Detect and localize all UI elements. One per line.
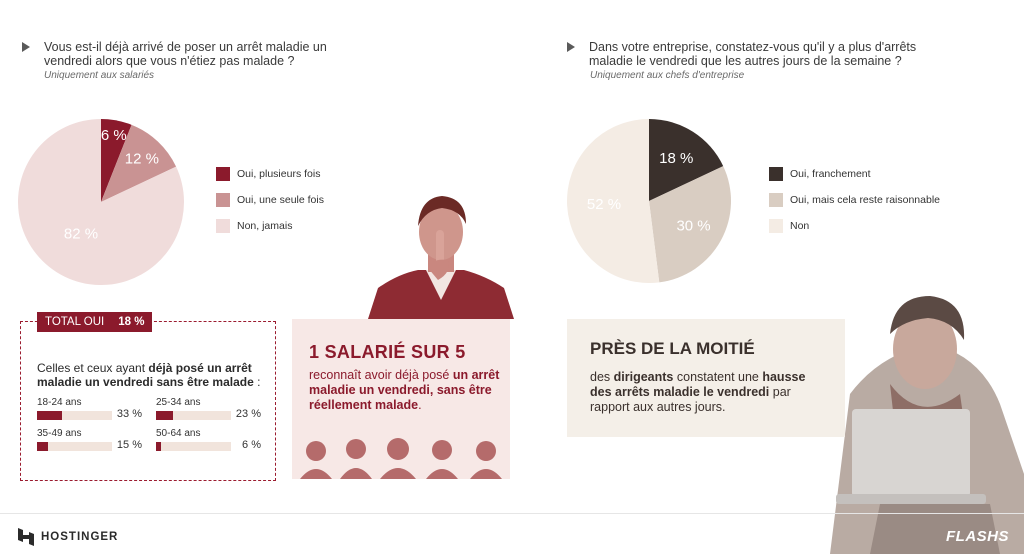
triangle-bullet-icon [22, 42, 30, 52]
age-bar-track [156, 411, 231, 420]
age-group-label: 35-49 ans [37, 428, 82, 439]
executive-card-text: des dirigeants constatent une hausse des… [590, 370, 806, 414]
legend-label: Oui, franchement [790, 168, 871, 180]
executive-card-headline: PRÈS DE LA MOITIÉ [590, 339, 755, 358]
pie-slice-1 [101, 124, 177, 202]
legend-swatch [216, 167, 230, 181]
employee-card-text: reconnaît avoir déjà posé un arrêt malad… [309, 368, 500, 412]
age-group-2: 35-49 ans 15 % [37, 428, 142, 451]
total-oui-tag: TOTAL OUI 18 % [37, 312, 153, 332]
legend-swatch [216, 219, 230, 233]
age-group-label: 18-24 ans [37, 397, 82, 408]
age-bar-track [37, 442, 112, 451]
legend-label: Oui, une seule fois [237, 194, 324, 206]
pie-slice-0 [649, 119, 724, 201]
legend-label: Non, jamais [237, 220, 293, 232]
left-subtitle: Uniquement aux salariés [44, 70, 155, 81]
legend-swatch [216, 193, 230, 207]
age-group-1: 25-34 ans 23 % [156, 397, 261, 420]
right-pie-chart: 18 % 30 % 52 % [567, 119, 731, 283]
age-bar-fill [37, 411, 62, 420]
left-question-text: Vous est-il déjà arrivé de poser un arrê… [44, 40, 327, 68]
total-value: 18 % [118, 316, 145, 328]
right-subtitle: Uniquement aux chefs d'entreprise [590, 70, 745, 81]
people-illustration [300, 438, 502, 479]
age-group-0: 18-24 ans 33 % [37, 397, 142, 420]
age-group-value: 33 % [116, 408, 142, 420]
pie-slice-label-2: 52 % [587, 196, 621, 213]
pie-slice-1 [649, 166, 731, 283]
age-intro: Celles et ceux ayant déjà posé un arrêt … [37, 361, 261, 389]
left-legend: Oui, plusieurs fois Oui, une seule fois No… [216, 167, 376, 237]
legend-swatch [769, 219, 783, 233]
man-shush-illustration [368, 196, 514, 319]
left-pie-chart: 6 % 12 % 82 % [18, 119, 184, 285]
executive-card: PRÈS DE LA MOITIÉ des dirigeants constat… [567, 319, 845, 437]
age-group-label: 50-64 ans [156, 428, 201, 439]
employee-card-headline: 1 SALARIÉ SUR 5 [309, 342, 466, 362]
age-bar-track [37, 411, 112, 420]
legend-label: Oui, plusieurs fois [237, 168, 321, 180]
right-legend: Oui, franchement Oui, mais cela reste rai… [769, 167, 989, 237]
age-bar-fill [156, 411, 174, 420]
pie-slice-label-1: 12 % [125, 150, 159, 167]
legend-swatch [769, 167, 783, 181]
total-label: TOTAL OUI [45, 316, 105, 328]
employee-card: 1 SALARIÉ SUR 5 reconnaît avoir déjà pos… [292, 319, 510, 479]
triangle-bullet-icon [567, 42, 575, 52]
age-group-value: 23 % [235, 408, 261, 420]
pie-slice-2 [18, 119, 184, 285]
right-question-text: Dans votre entreprise, constatez-vous qu… [589, 40, 917, 68]
left-question: Vous est-il déjà arrivé de poser un arrê… [22, 40, 362, 70]
age-bar-fill [37, 442, 49, 451]
pie-slice-2 [567, 119, 660, 283]
footer-divider [0, 513, 1024, 514]
age-bar-track [156, 442, 231, 451]
legend-swatch [769, 193, 783, 207]
hostinger-logo-icon [18, 528, 34, 546]
legend-label: Non [790, 220, 810, 232]
age-bar-fill [156, 442, 161, 451]
right-question: Dans votre entreprise, constatez-vous qu… [567, 40, 927, 70]
legend-label: Oui, mais cela reste raisonnable [790, 194, 940, 206]
flashs-logo: FLASHS [946, 528, 1009, 545]
pie-slice-label-2: 82 % [64, 226, 98, 243]
pie-slice-0 [101, 119, 132, 202]
age-group-value: 6 % [242, 439, 261, 451]
sick-man-illustration [830, 296, 1024, 554]
brand-name: HOSTINGER [41, 531, 119, 543]
pie-slice-label-1: 30 % [676, 217, 710, 234]
age-group-label: 25-34 ans [156, 397, 201, 408]
age-group-value: 15 % [116, 439, 142, 451]
pie-slice-label-0: 6 % [101, 127, 127, 144]
age-group-3: 50-64 ans 6 % [156, 428, 261, 451]
pie-slice-label-0: 18 % [659, 150, 693, 167]
